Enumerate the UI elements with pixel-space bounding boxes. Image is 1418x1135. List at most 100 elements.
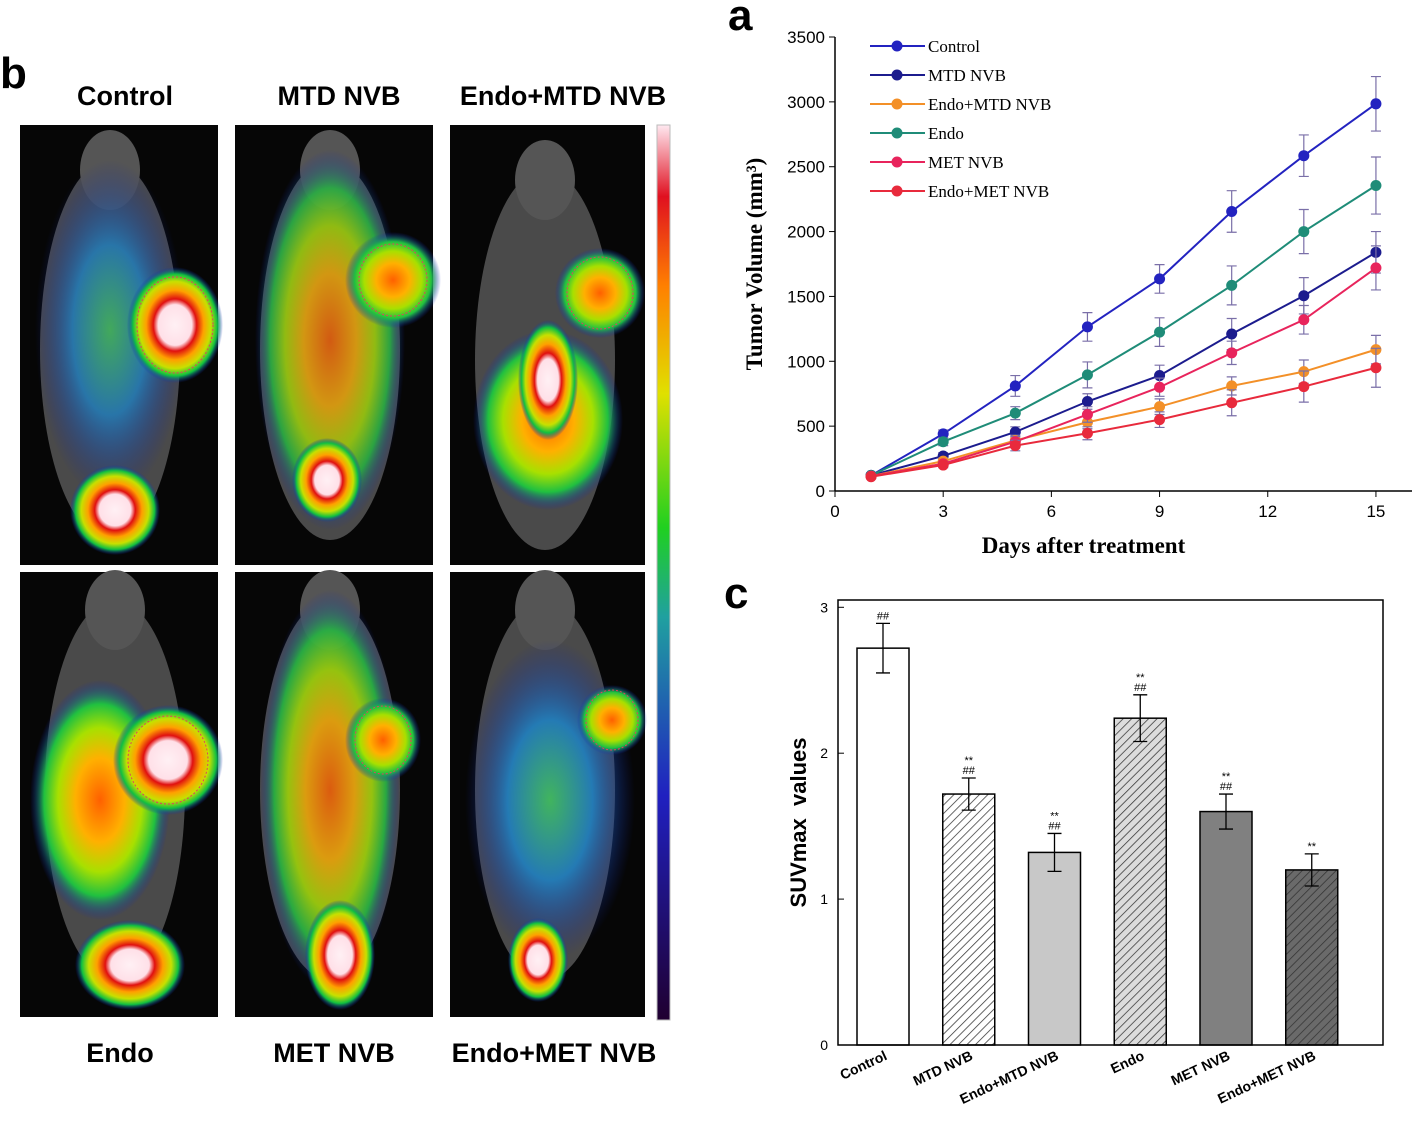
y-tick-label: 2500: [787, 158, 825, 177]
pet-image: [450, 570, 647, 1017]
data-point: [1009, 407, 1021, 419]
pet-image: [20, 570, 223, 1017]
pet-image: [20, 125, 223, 565]
data-point: [1154, 381, 1166, 393]
error-bar: [1219, 793, 1233, 830]
series-line: [870, 251, 1377, 477]
data-point: [1154, 414, 1166, 426]
data-point: [1154, 273, 1166, 285]
data-point: [1226, 279, 1238, 291]
pet-images: b: [0, 49, 671, 1021]
annotation: **: [1307, 841, 1316, 853]
x-axis-label: Days after treatment: [982, 533, 1186, 558]
annotation: ##: [1134, 682, 1147, 694]
image-title: Endo+MTD NVB: [460, 81, 666, 111]
data-point: [1226, 205, 1238, 217]
image-title: MTD NVB: [278, 81, 401, 111]
image-title: MET NVB: [273, 1038, 395, 1068]
data-point: [1370, 98, 1382, 110]
y-tick-label: 1500: [787, 287, 825, 306]
x-tick-label: 0: [830, 502, 839, 521]
legend-marker: [891, 127, 903, 139]
error-bar: [961, 777, 976, 811]
annotation: **: [964, 755, 973, 767]
bar: [856, 647, 910, 1046]
x-tick-label: Endo+MET NVB: [1215, 1047, 1318, 1106]
x-tick-label: 15: [1366, 502, 1385, 521]
x-tick-label: 9: [1155, 502, 1164, 521]
series-line: [870, 102, 1377, 477]
data-point: [1370, 180, 1382, 192]
panel-label: a: [728, 0, 753, 40]
y-tick-label: 2000: [787, 223, 825, 242]
data-point: [1298, 150, 1310, 162]
bar: [1199, 810, 1253, 1046]
data-point: [1009, 380, 1021, 392]
pet-image: [450, 125, 645, 565]
legend-marker: [891, 40, 903, 52]
data-point: [1154, 401, 1166, 413]
image-title: Endo: [86, 1038, 154, 1068]
data-point: [1081, 427, 1093, 439]
legend-label: Endo+MTD NVB: [928, 95, 1051, 114]
y-tick-label: 2: [820, 745, 828, 761]
series-line: [870, 348, 1377, 478]
legend-marker: [891, 98, 903, 110]
legend-label: MTD NVB: [928, 66, 1006, 85]
bar: [1027, 851, 1082, 1046]
image-title: Endo+MET NVB: [452, 1038, 657, 1068]
series-line: [870, 366, 1377, 478]
error-bar: [876, 622, 890, 674]
data-point: [1298, 314, 1310, 326]
image-title: Control: [77, 81, 173, 111]
x-tick-label: MET NVB: [1168, 1047, 1232, 1088]
y-tick-label: 0: [820, 1037, 828, 1053]
annotation: **: [1222, 771, 1231, 783]
data-point: [1081, 408, 1093, 420]
y-axis-label: SUVmax values: [786, 738, 811, 908]
data-point: [1009, 440, 1021, 452]
error-bar: [1133, 694, 1148, 743]
annotation: ##: [963, 765, 976, 777]
data-point: [1298, 226, 1310, 238]
legend-label: Control: [928, 37, 980, 56]
data-point: [1081, 369, 1093, 381]
data-point: [1298, 381, 1310, 393]
legend-marker: [891, 156, 903, 168]
data-point: [1370, 262, 1382, 274]
legend-label: Endo+MET NVB: [928, 182, 1049, 201]
annotation: **: [1050, 810, 1059, 822]
legend-label: MET NVB: [928, 153, 1004, 172]
legend-label: Endo: [928, 124, 964, 143]
bar: [1113, 717, 1167, 1046]
data-point: [937, 459, 949, 471]
x-tick-label: 3: [938, 502, 947, 521]
y-tick-label: 1: [820, 891, 828, 907]
series-line: [870, 267, 1377, 478]
x-tick-label: MTD NVB: [910, 1047, 975, 1088]
x-tick-label: Endo: [1108, 1047, 1146, 1076]
panel-label: b: [0, 49, 27, 98]
data-point: [1298, 290, 1310, 302]
x-tick-label: Control: [837, 1047, 889, 1083]
series-line: [870, 184, 1377, 477]
color-bar: [656, 124, 671, 1021]
annotation: ##: [1220, 781, 1233, 793]
data-point: [1370, 362, 1382, 374]
data-point: [1226, 397, 1238, 409]
plot-frame: [837, 599, 1384, 1046]
data-point: [1226, 328, 1238, 340]
data-point: [1154, 326, 1166, 338]
data-point: [865, 471, 877, 483]
legend-marker: [891, 69, 903, 81]
annotation: ##: [1048, 820, 1061, 832]
y-tick-label: 3000: [787, 93, 825, 112]
y-tick-label: 0: [816, 482, 825, 501]
data-point: [937, 428, 949, 440]
data-point: [1081, 395, 1093, 407]
x-tick-label: 6: [1047, 502, 1056, 521]
x-tick-label: Endo+MTD NVB: [957, 1047, 1061, 1107]
annotation: **: [1136, 672, 1145, 684]
pet-image: [235, 125, 441, 565]
data-point: [1226, 347, 1238, 359]
